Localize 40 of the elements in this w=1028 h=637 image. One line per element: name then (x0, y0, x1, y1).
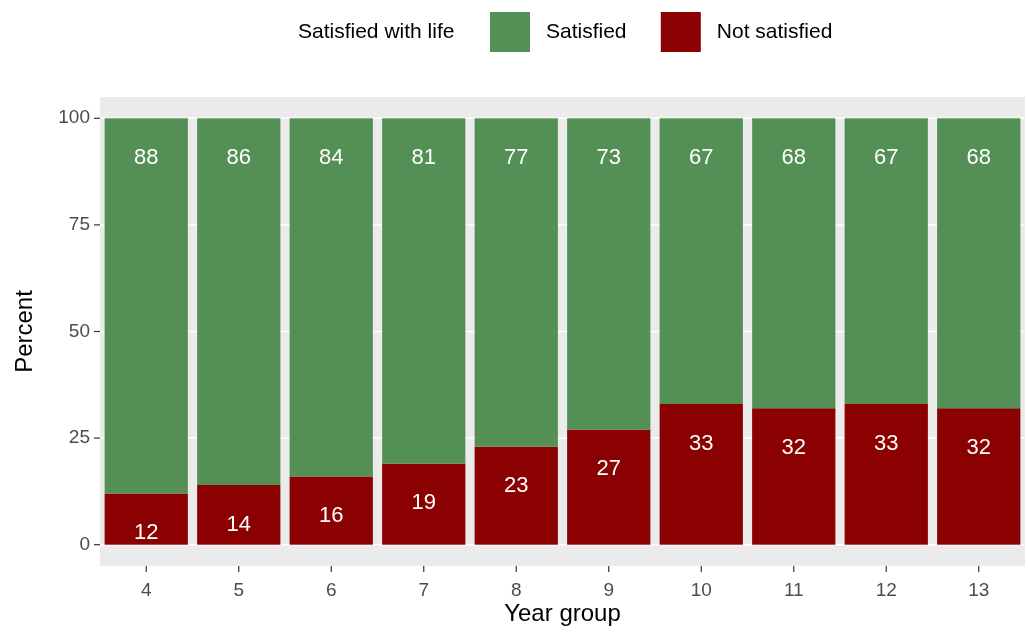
y-axis-title: Percent (10, 289, 37, 373)
x-tick-label: 8 (510, 579, 522, 601)
data-label: 33 (689, 429, 714, 455)
x-tick-label: 11 (783, 579, 804, 601)
data-label: 73 (596, 144, 621, 170)
data-label: 32 (966, 434, 991, 460)
data-label: 68 (781, 144, 806, 170)
data-label: 27 (596, 455, 621, 481)
x-tick-label: 13 (968, 579, 990, 601)
data-label: 86 (226, 144, 251, 170)
x-tick-label: 12 (875, 579, 897, 601)
x-tick-label: 7 (418, 579, 430, 601)
x-tick-label: 9 (603, 579, 615, 601)
data-label: 23 (504, 472, 529, 498)
y-tick-label: 50 (68, 319, 90, 341)
data-label: 32 (781, 434, 806, 460)
y-tick-label: 75 (68, 212, 90, 234)
data-label: 77 (504, 144, 529, 170)
data-label: 67 (874, 144, 899, 170)
data-label: 88 (134, 144, 159, 170)
data-label: 33 (874, 429, 899, 455)
data-label: 84 (319, 144, 344, 170)
x-tick-label: 4 (140, 579, 152, 601)
legend-label: Satisfied (546, 18, 627, 42)
data-label: 67 (689, 144, 714, 170)
data-label: 68 (966, 144, 991, 170)
data-label: 12 (134, 519, 159, 545)
legend-title: Satisfied with life (298, 18, 455, 42)
x-tick-label: 5 (233, 579, 245, 601)
x-tick-label: 6 (325, 579, 337, 601)
legend-label: Not satisfied (716, 18, 833, 42)
data-label: 81 (411, 144, 436, 170)
y-tick-label: 0 (79, 532, 90, 554)
x-tick-label: 10 (690, 579, 712, 601)
y-tick-label: 100 (58, 106, 90, 128)
data-label: 14 (226, 510, 251, 536)
y-tick-label: 25 (68, 426, 90, 448)
x-axis-title: Year group (504, 599, 621, 626)
data-label: 19 (411, 489, 436, 515)
data-label: 16 (319, 502, 344, 528)
